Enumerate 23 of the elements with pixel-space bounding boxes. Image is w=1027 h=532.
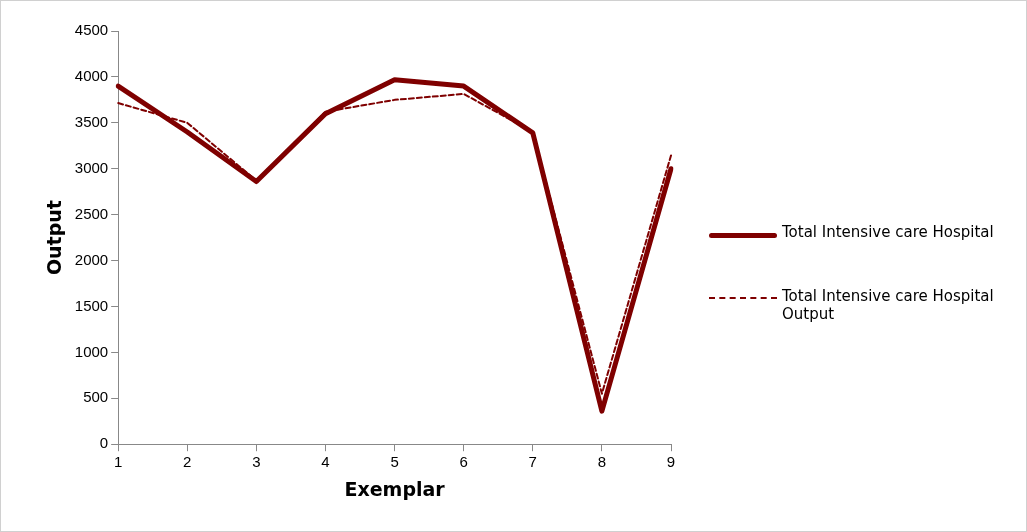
y-tick-label: 1000 (74, 342, 109, 360)
y-tick-label: 4000 (74, 67, 109, 85)
y-tick-label: 4500 (74, 21, 109, 39)
x-tick-label: 7 (528, 453, 537, 471)
y-tick-label: 2500 (74, 204, 109, 222)
y-tick-label: 500 (83, 388, 109, 406)
y-tick-label: 3500 (74, 112, 109, 130)
x-tick-label: 5 (390, 453, 399, 471)
y-tick-label: 2000 (74, 250, 109, 268)
x-tick-label: 9 (666, 453, 676, 471)
y-axis-title: Output (43, 200, 66, 276)
y-tick-label: 1500 (74, 296, 109, 314)
x-tick-label: 6 (459, 453, 468, 471)
x-tick-label: 4 (321, 453, 330, 471)
x-tick-label: 1 (114, 453, 123, 471)
legend-label: Total Intensive care Hospital Output (782, 287, 995, 323)
y-tick-label: 0 (99, 434, 109, 452)
y-tick-label: 3000 (74, 158, 109, 176)
x-tick-label: 2 (183, 453, 192, 471)
x-tick-label: 3 (252, 453, 261, 471)
x-axis-title: Exemplar (344, 477, 446, 500)
legend-label: Total Intensive care Hospital (782, 223, 994, 241)
x-tick-label: 8 (597, 453, 607, 471)
